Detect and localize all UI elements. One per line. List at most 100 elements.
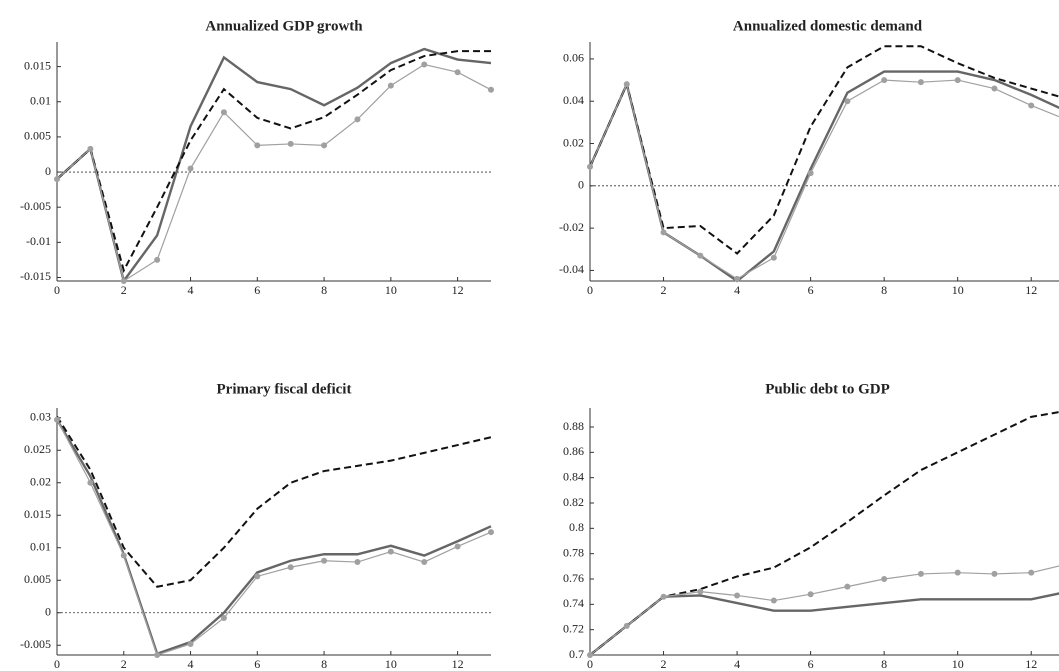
series-marker — [220, 614, 227, 621]
series-line — [589, 79, 1059, 280]
y-tick-label: 0.02 — [30, 475, 51, 489]
y-tick-label: 0.82 — [563, 495, 584, 509]
x-tick-label: 0 — [54, 657, 60, 671]
series-marker — [321, 142, 328, 149]
series-marker — [917, 79, 924, 86]
series-marker — [623, 622, 630, 629]
x-tick-label: 4 — [734, 283, 740, 297]
series-marker — [623, 81, 630, 88]
series-line — [589, 411, 1059, 656]
y-tick-label: 0.88 — [563, 419, 584, 433]
series-marker — [770, 254, 777, 261]
series-line — [56, 419, 492, 656]
x-tick-label: 6 — [808, 283, 814, 297]
x-tick-label: 6 — [254, 657, 260, 671]
series-marker — [154, 652, 161, 658]
x-tick-label: 0 — [587, 283, 593, 297]
series-marker — [991, 85, 998, 92]
x-tick-label: 8 — [321, 657, 327, 671]
series-marker — [660, 593, 667, 600]
series-marker — [87, 479, 94, 486]
x-tick-label: 2 — [661, 283, 667, 297]
series-marker — [488, 86, 494, 93]
series-marker — [387, 548, 394, 555]
y-tick-label: 0.015 — [24, 58, 51, 72]
series-marker — [254, 573, 261, 580]
y-tick-label: -0.005 — [20, 199, 51, 213]
y-tick-label: 0.8 — [569, 520, 584, 534]
x-tick-label: 4 — [188, 657, 194, 671]
y-tick-label: -0.01 — [26, 234, 51, 248]
x-tick-label: 2 — [661, 657, 667, 671]
series-marker — [54, 416, 60, 423]
y-tick-label: 0.86 — [563, 444, 584, 458]
y-tick-label: 0 — [45, 605, 51, 619]
panel: Annualized GDP growth -0.015 -0.01 -0.005 0 0… — [20, 18, 494, 297]
x-tick-label: 2 — [121, 657, 127, 671]
y-tick-label: 0 — [45, 164, 51, 178]
series-marker — [734, 275, 741, 282]
x-tick-label: 4 — [188, 283, 194, 297]
series-line — [56, 47, 492, 284]
x-tick-label: 8 — [881, 283, 887, 297]
series-marker — [807, 170, 814, 177]
x-tick-label: 0 — [54, 283, 60, 297]
series-marker — [991, 570, 998, 577]
y-tick-label: 0.005 — [24, 572, 51, 586]
y-tick-label: 0.06 — [563, 51, 584, 65]
panel: Primary fiscal deficit-0.00500.0050.010.… — [20, 381, 494, 671]
x-tick-label: 2 — [121, 283, 127, 297]
series-marker — [844, 98, 851, 105]
x-tick-label: 10 — [952, 657, 964, 671]
series-marker — [421, 61, 428, 68]
panel-title: Annualized GDP growth — [205, 18, 363, 34]
series-marker — [660, 229, 667, 236]
x-tick-label: 6 — [808, 657, 814, 671]
y-tick-label: 0.76 — [563, 571, 584, 585]
series-line — [56, 415, 492, 588]
y-tick-label: 0.7 — [569, 647, 584, 661]
series-line — [55, 419, 492, 656]
y-tick-label: -0.005 — [20, 637, 51, 651]
y-tick-label: -0.04 — [559, 262, 584, 276]
series-marker — [587, 652, 593, 658]
x-tick-label: 10 — [385, 283, 397, 297]
series-marker — [954, 77, 961, 84]
y-tick-label: 0.01 — [30, 540, 51, 554]
series-line — [589, 592, 1059, 656]
x-tick-label: 12 — [1025, 657, 1037, 671]
series-marker — [321, 557, 328, 564]
series-marker — [770, 597, 777, 604]
x-tick-label: 10 — [385, 657, 397, 671]
series-line — [56, 50, 491, 274]
series-marker — [187, 165, 194, 172]
series-marker — [220, 109, 227, 116]
y-tick-label: 0.005 — [24, 129, 51, 143]
series-marker — [454, 69, 461, 76]
series-marker — [154, 256, 161, 263]
series-marker — [120, 278, 127, 284]
series-marker — [734, 592, 741, 599]
y-tick-label: 0.03 — [30, 410, 51, 424]
y-tick-label: 0.84 — [563, 469, 584, 483]
x-tick-label: 4 — [734, 657, 740, 671]
series-marker — [354, 559, 361, 566]
y-tick-label: 0.025 — [24, 442, 51, 456]
series-marker — [287, 140, 294, 147]
series-marker — [387, 82, 394, 89]
series-marker — [421, 559, 428, 566]
x-tick-label: 6 — [254, 283, 260, 297]
series-marker — [587, 163, 593, 170]
y-tick-label: -0.015 — [20, 269, 51, 283]
series-marker — [87, 145, 94, 152]
series-marker — [697, 588, 704, 595]
series-marker — [697, 252, 704, 259]
series-line — [56, 63, 492, 282]
x-tick-label: 10 — [952, 283, 964, 297]
series-marker — [254, 142, 261, 149]
x-tick-label: 8 — [321, 283, 327, 297]
series-marker — [287, 564, 294, 571]
series-marker — [954, 569, 961, 576]
y-tick-label: 0.74 — [563, 596, 584, 610]
